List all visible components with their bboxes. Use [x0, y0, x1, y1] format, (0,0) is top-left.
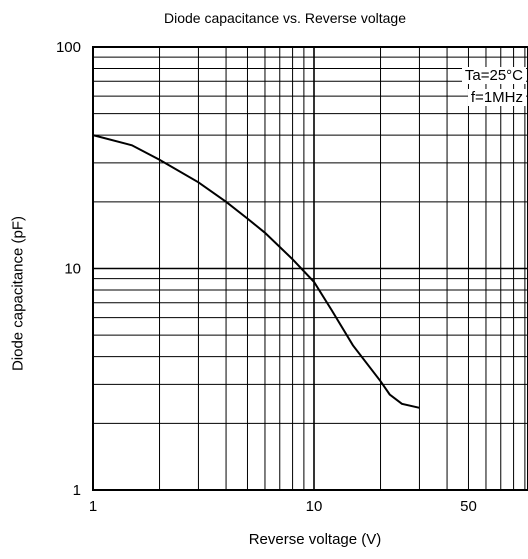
capacitance-curve	[92, 134, 420, 409]
annotation-temperature: Ta=25°C	[461, 67, 526, 84]
x-tick-label: 1	[89, 498, 97, 515]
chart-title: Diode capacitance vs. Reverse voltage	[163, 10, 407, 26]
y-tick-label: 10	[64, 261, 81, 278]
tick-labels: 1 10 50 1 10 100	[56, 39, 477, 515]
annotation-frequency: f=1MHz	[467, 89, 526, 106]
x-axis-label: Reverse voltage (V)	[248, 531, 382, 548]
grid-lines	[93, 47, 528, 490]
plot-frame	[92, 46, 528, 491]
x-tick-label: 50	[460, 498, 477, 515]
x-tick-label: 10	[306, 498, 323, 515]
y-axis-label: Diode capacitance (pF)	[9, 215, 27, 372]
y-tick-label: 100	[56, 39, 81, 56]
y-tick-label: 1	[73, 482, 81, 499]
